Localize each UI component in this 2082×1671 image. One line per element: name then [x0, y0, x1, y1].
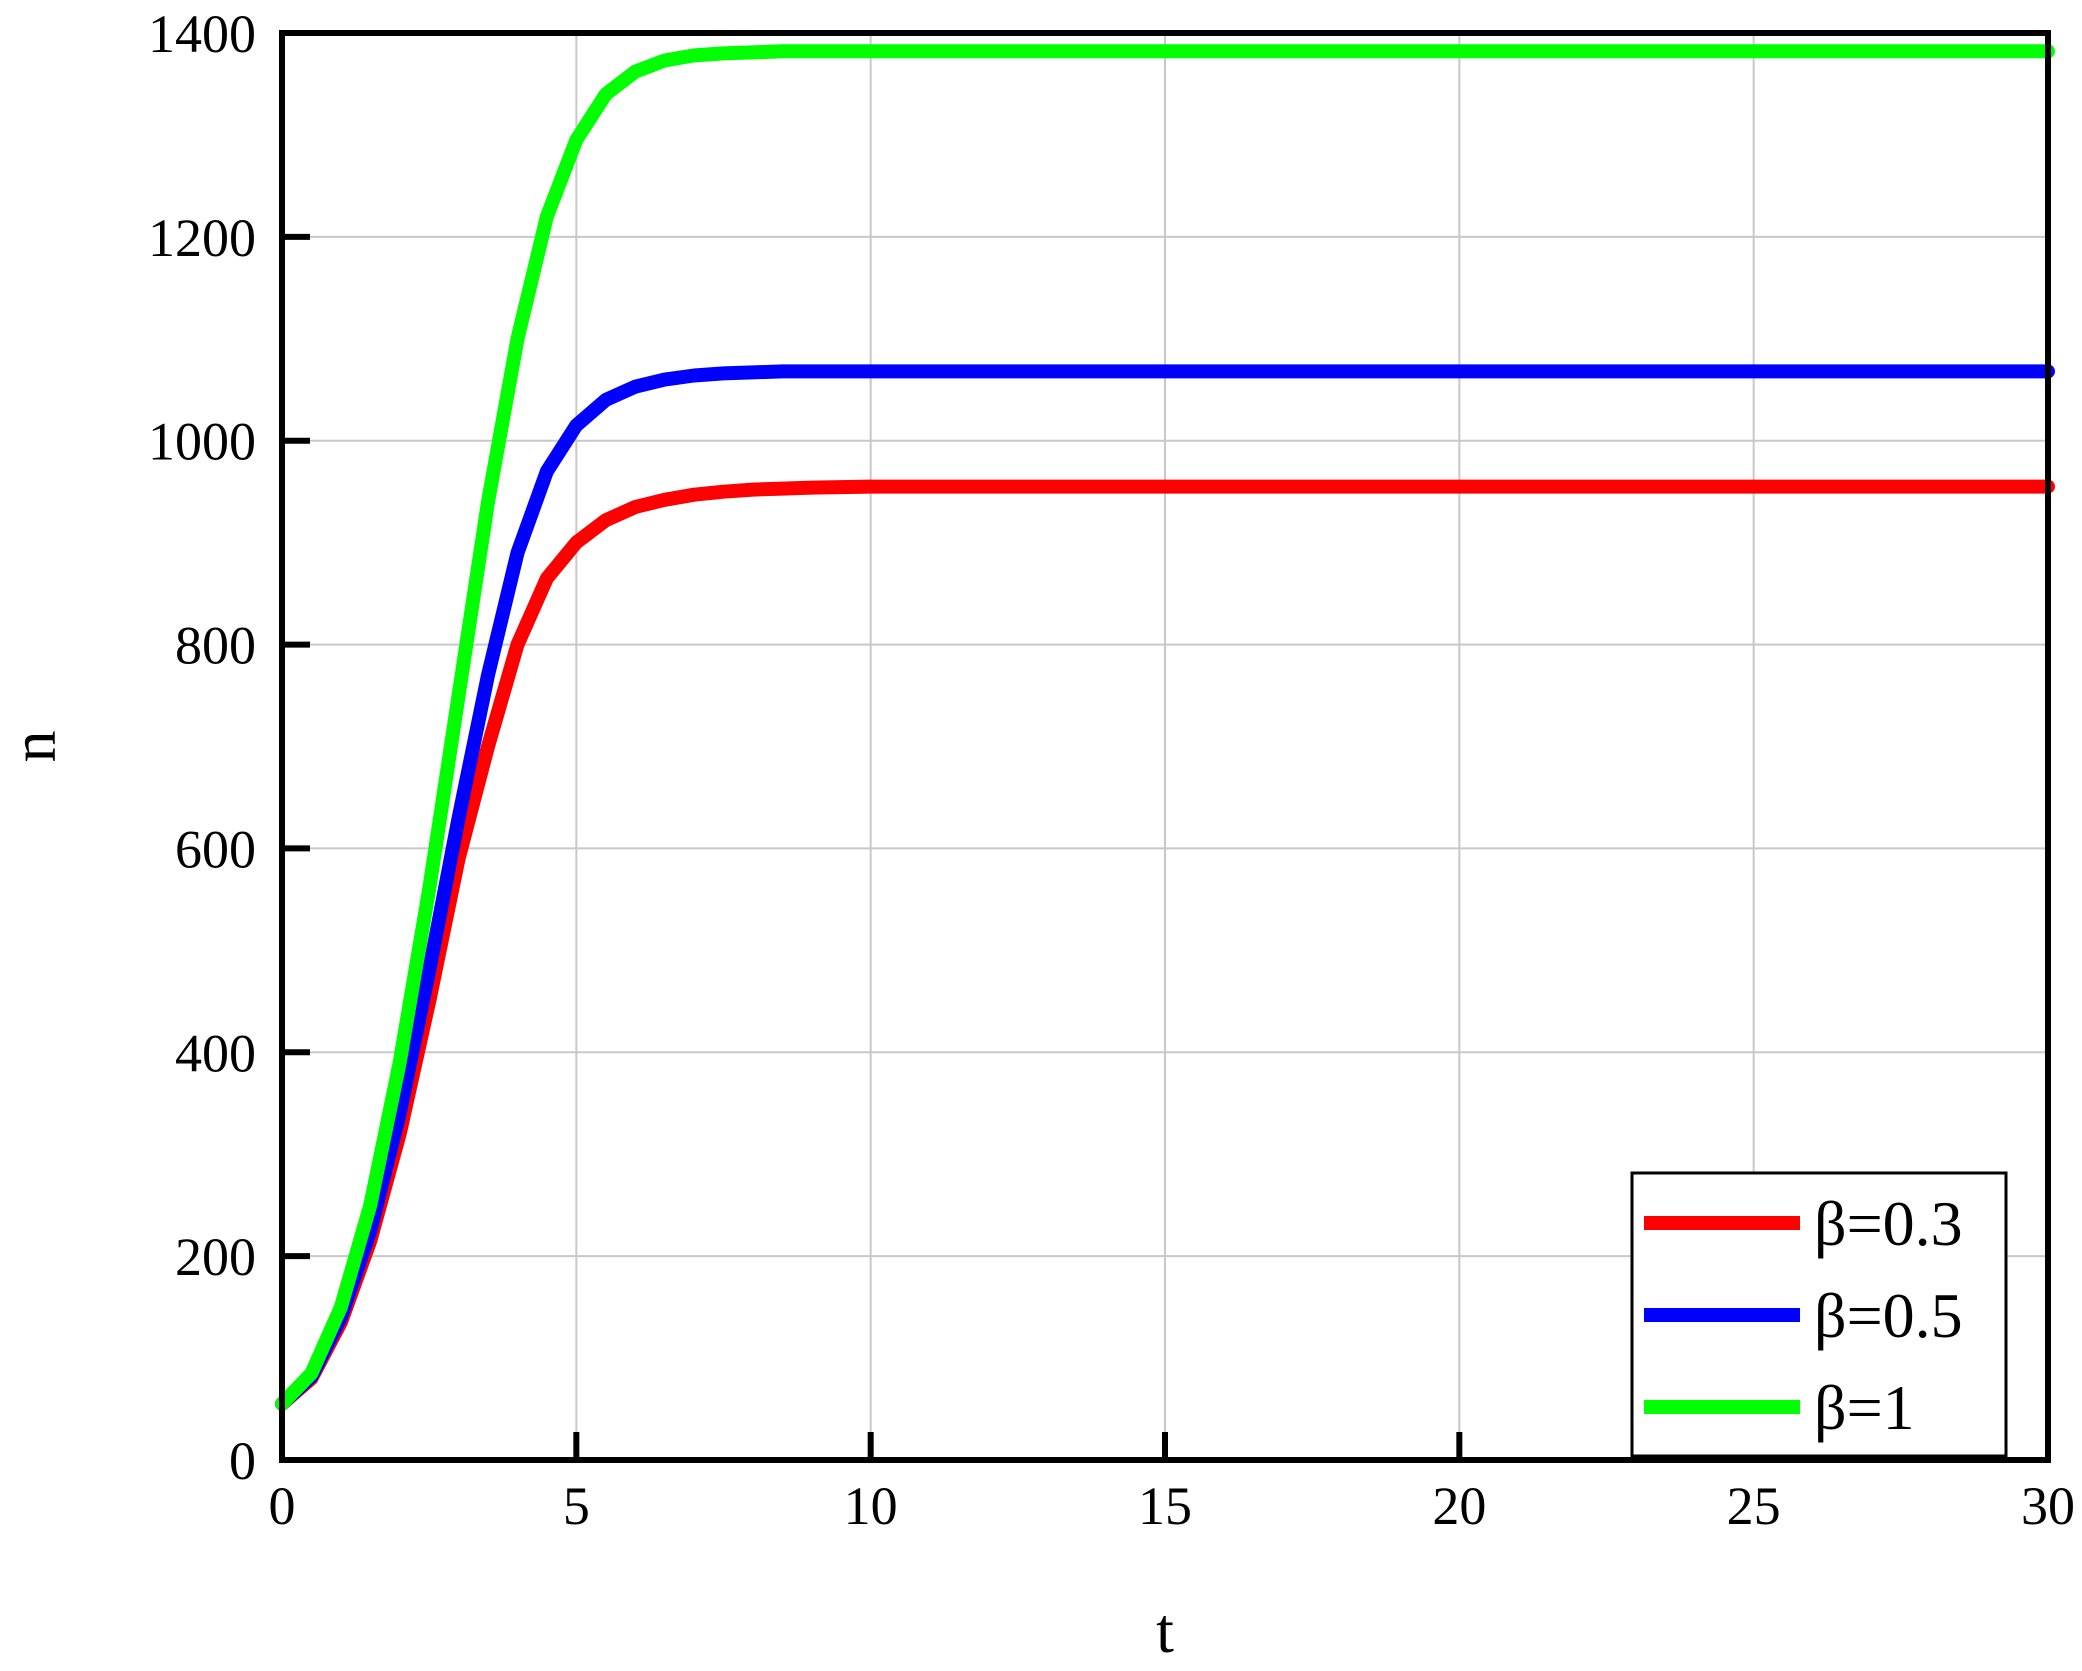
legend: β=0.3 β=0.5 β=1 [1630, 1171, 2008, 1458]
y-tick-label: 1400 [148, 4, 256, 64]
y-tick-label: 600 [175, 819, 256, 879]
y-axis-label: n [0, 731, 69, 763]
x-tick-label: 30 [2021, 1476, 2075, 1536]
series-line-2 [275, 44, 2055, 1411]
x-axis-label: t [1156, 1595, 1174, 1666]
y-tick-label: 200 [175, 1227, 256, 1287]
x-tick-label: 25 [1727, 1476, 1781, 1536]
x-tick-label: 0 [269, 1476, 296, 1536]
y-tick-label: 0 [229, 1431, 256, 1491]
y-tick-label: 1200 [148, 208, 256, 268]
legend-label: β=0.5 [1814, 1280, 1963, 1351]
x-tick-label: 10 [844, 1476, 898, 1536]
legend-label: β=1 [1814, 1372, 1915, 1443]
x-tick-labels: 0 5 10 15 20 25 30 [269, 1476, 2076, 1536]
y-tick-labels: 0 200 400 600 800 1000 1200 1400 [148, 4, 256, 1491]
y-tick-label: 400 [175, 1023, 256, 1083]
x-tick-label: 15 [1138, 1476, 1192, 1536]
x-tick-label: 20 [1432, 1476, 1486, 1536]
x-tick-label: 5 [563, 1476, 590, 1536]
grid-lines [282, 33, 2048, 1460]
y-tick-label: 1000 [148, 412, 256, 472]
series-lines [275, 44, 2055, 1411]
axis-ticks [279, 30, 2051, 1463]
y-tick-label: 800 [175, 616, 256, 676]
series-line-1 [275, 364, 2055, 1411]
legend-label: β=0.3 [1814, 1188, 1963, 1259]
